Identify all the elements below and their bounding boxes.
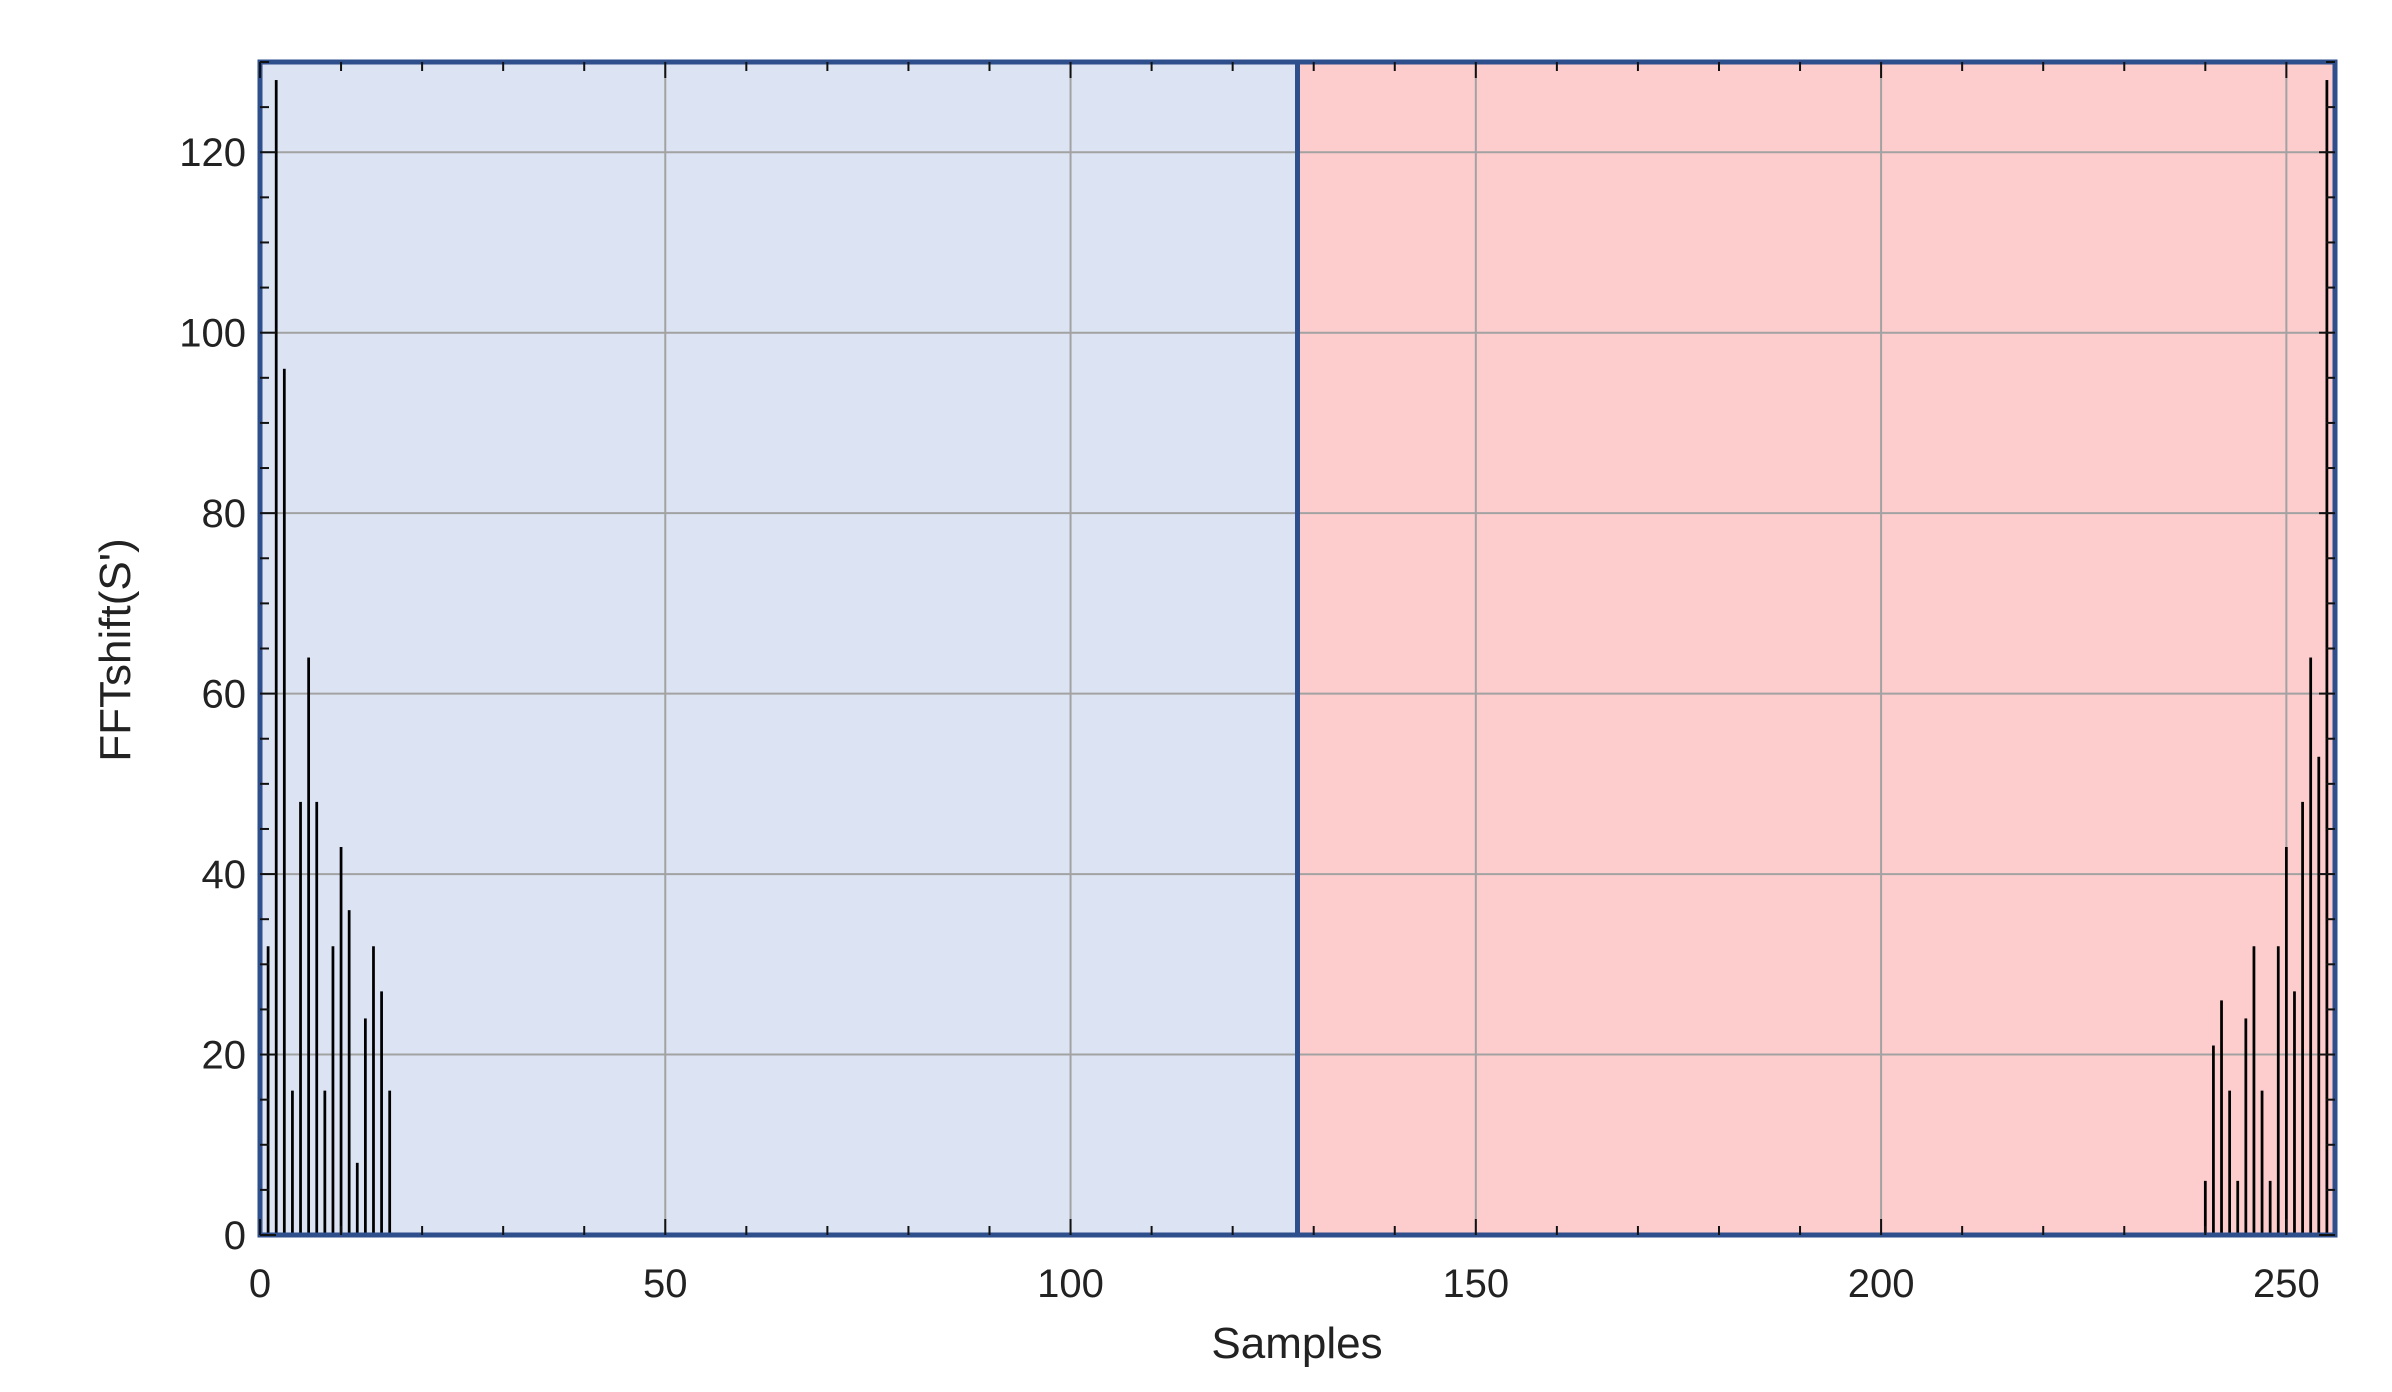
bar-244 [2236, 1180, 2240, 1235]
y-tick-label-120: 120 [179, 131, 246, 175]
bar-16 [388, 1090, 392, 1235]
x-tick-label-200: 200 [1848, 1262, 1915, 1306]
bar-243 [2228, 1090, 2232, 1235]
x-tick-label-50: 50 [643, 1262, 688, 1306]
bar-2 [274, 80, 278, 1236]
x-axis-label: Samples [1211, 1319, 1382, 1368]
bar-240 [2203, 1180, 2207, 1235]
bar-253 [2309, 657, 2313, 1235]
x-tick-label-150: 150 [1442, 1262, 1509, 1306]
bar-248 [2268, 1180, 2272, 1235]
plot-background [260, 62, 2335, 1235]
region-left [260, 62, 1298, 1235]
y-tick-label-100: 100 [179, 312, 246, 356]
bar-247 [2260, 1090, 2264, 1235]
bar-252 [2301, 801, 2304, 1235]
tick-labels: 0 50 100 150 200 250 0 20 40 60 80 100 120 [179, 131, 2319, 1306]
bar-241 [2212, 1045, 2215, 1235]
bar-14 [372, 946, 375, 1235]
bar-5 [299, 801, 302, 1235]
bar-15 [380, 991, 383, 1235]
bar-13 [363, 1018, 367, 1235]
bar-249 [2276, 946, 2280, 1235]
bar-10 [339, 847, 343, 1235]
y-tick-label-20: 20 [202, 1034, 247, 1078]
x-tick-label-100: 100 [1037, 1262, 1104, 1306]
bar-255 [2325, 80, 2329, 1236]
bar-9 [331, 946, 335, 1235]
bar-11 [347, 910, 351, 1235]
y-tick-label-40: 40 [202, 853, 247, 897]
ticks [259, 61, 2335, 1236]
y-axis-label: FFTshift(S') [91, 538, 140, 762]
bars [266, 80, 2329, 1236]
x-tick-label-250: 250 [2253, 1262, 2320, 1306]
bar-245 [2244, 1018, 2248, 1235]
y-tick-label-80: 80 [202, 492, 247, 536]
bar-246 [2252, 946, 2256, 1235]
bar-4 [291, 1090, 294, 1235]
bar-7 [315, 801, 319, 1235]
bar-251 [2293, 991, 2296, 1235]
bar-250 [2284, 847, 2288, 1235]
bar-242 [2220, 1000, 2223, 1235]
bar-6 [307, 657, 311, 1235]
bar-3 [282, 368, 286, 1235]
region-right [1297, 62, 2335, 1235]
bar-12 [355, 1162, 359, 1235]
y-tick-label-60: 60 [202, 673, 247, 717]
bar-8 [323, 1090, 327, 1235]
x-tick-label-0: 0 [249, 1262, 271, 1306]
bar-254 [2317, 756, 2321, 1235]
y-tick-label-0: 0 [224, 1214, 246, 1258]
bar-1 [266, 946, 270, 1235]
